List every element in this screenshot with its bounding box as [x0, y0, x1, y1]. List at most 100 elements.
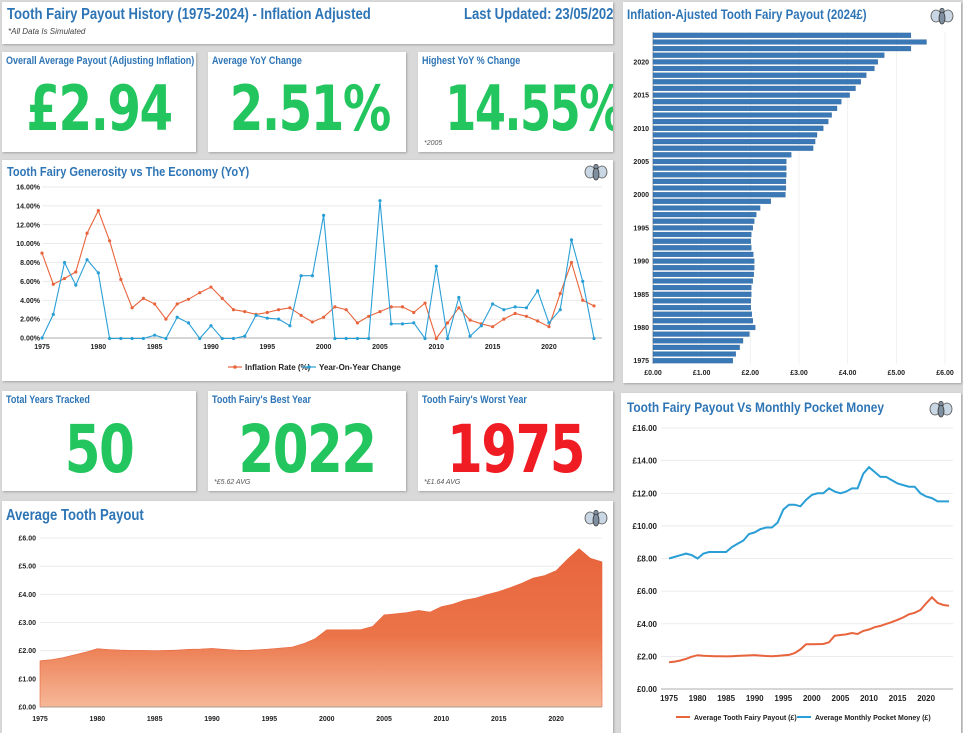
- x-tick-label: £5.00: [888, 370, 906, 377]
- head-shape: [593, 509, 599, 516]
- data-point: [502, 308, 506, 312]
- x-tick-label: 2005: [376, 716, 392, 723]
- data-point: [85, 258, 89, 262]
- bar: [652, 72, 867, 78]
- data-point: [491, 325, 495, 329]
- kpi-value: £2.94: [26, 72, 173, 145]
- data-point: [276, 317, 281, 321]
- x-tick-label: 2020: [548, 716, 564, 723]
- fairy-logo-icon: [584, 163, 608, 181]
- bar: [652, 225, 753, 231]
- y-tick-label: £3.00: [18, 620, 36, 627]
- bar: [652, 178, 787, 184]
- x-tick-label: 2000: [803, 694, 821, 703]
- data-point: [153, 302, 157, 306]
- series-line: [668, 465, 949, 560]
- x-tick-label: 1990: [203, 344, 219, 351]
- data-point: [254, 313, 258, 317]
- fairy-logo-icon: [584, 509, 608, 527]
- bar: [652, 212, 757, 218]
- y-tick-label: £0.00: [637, 685, 658, 694]
- pocket-chart-panel: Tooth Fairy Payout Vs Monthly Pocket Mon…: [621, 393, 961, 733]
- kpi-value: 50: [64, 411, 135, 488]
- x-tick-label: 1995: [260, 344, 276, 351]
- x-tick-label: 1975: [660, 694, 678, 703]
- data-point: [502, 317, 506, 321]
- bar: [652, 152, 792, 158]
- y-tick-label: 2020: [633, 59, 649, 66]
- data-point: [400, 322, 405, 326]
- y-tick-label: £2.00: [637, 652, 658, 661]
- data-point: [524, 314, 529, 318]
- bar: [652, 92, 850, 98]
- bar: [652, 119, 829, 125]
- chart-title: Average Tooth Payout: [6, 507, 144, 524]
- data-point: [468, 334, 472, 338]
- dashboard-subtitle: *All Data Is Simulated: [8, 27, 86, 36]
- data-point: [85, 231, 89, 235]
- y-tick-label: 1980: [633, 325, 649, 332]
- data-point: [164, 336, 168, 341]
- kpi-value: 2.51%: [229, 72, 392, 145]
- y-tick-label: 2.00%: [20, 317, 41, 324]
- bar: [652, 59, 878, 65]
- bar: [652, 145, 814, 151]
- x-tick-label: 1990: [204, 716, 220, 723]
- data-point: [119, 336, 123, 341]
- x-tick-label: £4.00: [839, 370, 857, 377]
- x-tick-label: 2000: [319, 716, 335, 723]
- data-point: [231, 308, 236, 312]
- bar: [652, 85, 856, 91]
- x-tick-label: 1980: [90, 716, 106, 723]
- x-tick-label: 2015: [491, 716, 507, 723]
- series-line: [41, 209, 595, 340]
- y-tick-label: 10.00%: [16, 241, 41, 248]
- data-point: [186, 321, 191, 325]
- data-point: [569, 260, 574, 265]
- x-tick-label: 2005: [372, 344, 388, 351]
- kpi-highest-yoy: Highest YoY % Change 14.55% *2005: [418, 52, 613, 152]
- bar: [652, 245, 752, 251]
- x-tick-label: £2.00: [742, 370, 760, 377]
- chart-title: Tooth Fairy Generosity vs The Economy (Y…: [7, 164, 250, 179]
- bar: [652, 99, 842, 105]
- data-point: [333, 305, 337, 309]
- kpi-label: Highest YoY % Change: [422, 55, 521, 67]
- data-point: [412, 310, 416, 315]
- kpi-avg-payout: Overall Average Payout (Adjusting Inflat…: [2, 52, 196, 152]
- data-point: [333, 336, 337, 341]
- kpi-note: *2005: [424, 140, 443, 147]
- data-point: [592, 304, 596, 308]
- y-tick-label: 14.00%: [16, 203, 41, 210]
- data-point: [288, 306, 292, 310]
- bar: [652, 139, 816, 145]
- x-tick-label: £1.00: [693, 370, 711, 377]
- legend-label: Average Monthly Pocket Money (£): [815, 715, 931, 722]
- chart-title: Tooth Fairy Payout Vs Monthly Pocket Mon…: [627, 399, 884, 415]
- data-point: [243, 334, 247, 338]
- kpi-label: Overall Average Payout (Adjusting Inflat…: [6, 55, 195, 67]
- data-point: [198, 291, 202, 295]
- data-point: [40, 336, 44, 340]
- bar: [652, 218, 755, 224]
- chart-title: Inflation-Ajusted Tooth Fairy Payout (20…: [627, 6, 867, 22]
- y-tick-label: 0.00%: [20, 336, 41, 343]
- data-point: [524, 306, 529, 310]
- data-point: [434, 264, 438, 268]
- kpi-note: *£5.62 AVG: [214, 479, 251, 486]
- legend-marker: [307, 365, 311, 369]
- kpi-label: Tooth Fairy's Worst Year: [422, 394, 527, 406]
- kpi-total-years: Total Years Tracked 50: [2, 391, 196, 491]
- data-point: [355, 321, 360, 325]
- data-point: [468, 318, 472, 322]
- bar: [652, 185, 787, 191]
- kpi-label: Tooth Fairy's Best Year: [212, 394, 312, 406]
- bar: [652, 105, 838, 111]
- y-tick-label: £14.00: [633, 457, 658, 466]
- y-tick-label: 2005: [633, 159, 649, 166]
- y-tick-label: £10.00: [633, 522, 658, 531]
- legend-label: Average Tooth Fairy Payout (£): [694, 715, 797, 722]
- y-tick-label: 6.00%: [20, 279, 41, 286]
- data-point: [175, 302, 179, 306]
- data-point: [322, 315, 326, 319]
